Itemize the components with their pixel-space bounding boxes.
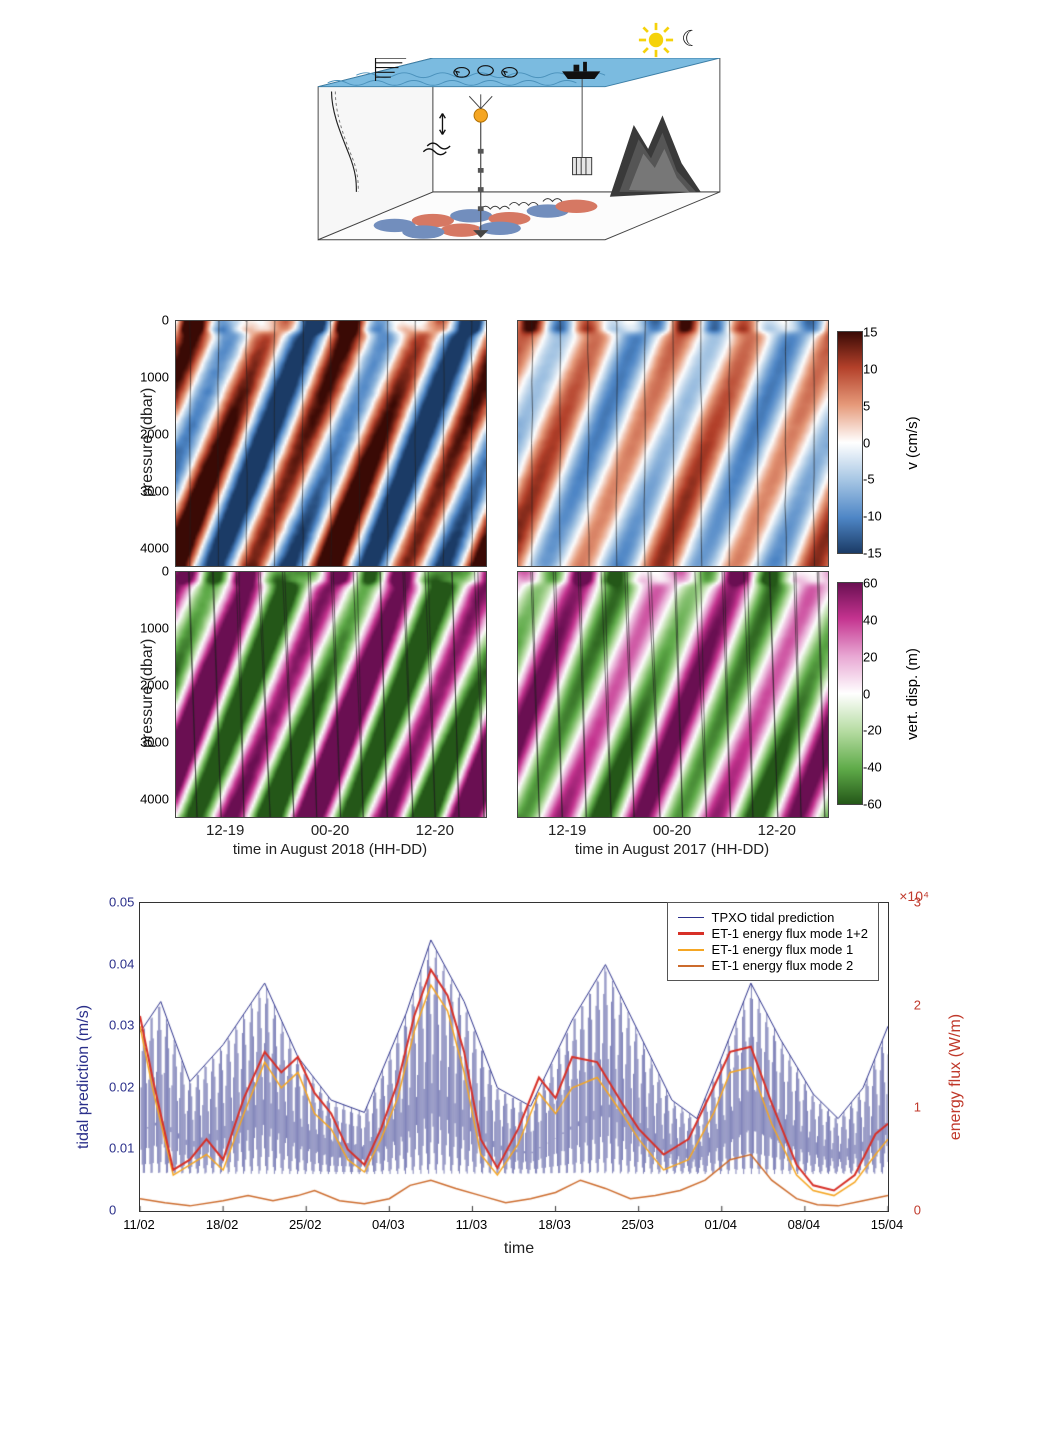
legend-item: ET-1 energy flux mode 1+2 — [678, 926, 868, 941]
ocean-block-diagram — [309, 58, 729, 278]
colorbar-velocity: 151050-5-10-15 v (cm/s) — [833, 320, 911, 565]
xlabel-2018: time in August 2018 (HH-DD) — [233, 841, 427, 858]
heatmap-velocity-2018 — [175, 320, 487, 567]
xlabel-2017: time in August 2017 (HH-DD) — [575, 841, 769, 858]
legend-item: ET-1 energy flux mode 2 — [678, 958, 868, 973]
ctd-rosette-icon — [573, 157, 592, 174]
heatmap-disp-2017 — [517, 571, 829, 818]
ocean-schematic: ☾ — [279, 20, 759, 300]
ts-ylabel-left: tidal prediction (m/s) — [75, 1005, 93, 1149]
ts-ylabel-right: energy flux (W/m) — [947, 1014, 965, 1140]
legend-item: TPXO tidal prediction — [678, 910, 868, 925]
ts-xlabel: time — [504, 1240, 534, 1258]
heatmap-grid: pressure (dbar) 01000200030004000 151050… — [127, 320, 911, 862]
heatmap-velocity-2017 — [517, 320, 829, 567]
timeseries-plot: tidal prediction (m/s) energy flux (W/m)… — [69, 892, 969, 1262]
colorbar-disp: 6040200-20-40-60 vert. disp. (m) — [833, 571, 911, 816]
legend-item: ET-1 energy flux mode 1 — [678, 942, 868, 957]
heatmap-disp-2018 — [175, 571, 487, 818]
moon-icon: ☾ — [681, 26, 701, 52]
colorbar-velocity-label: v (cm/s) — [904, 416, 921, 469]
sun-icon — [638, 22, 674, 58]
colorbar-disp-label: vert. disp. (m) — [904, 648, 921, 740]
ts-legend: TPXO tidal predictionET-1 energy flux mo… — [667, 902, 879, 981]
